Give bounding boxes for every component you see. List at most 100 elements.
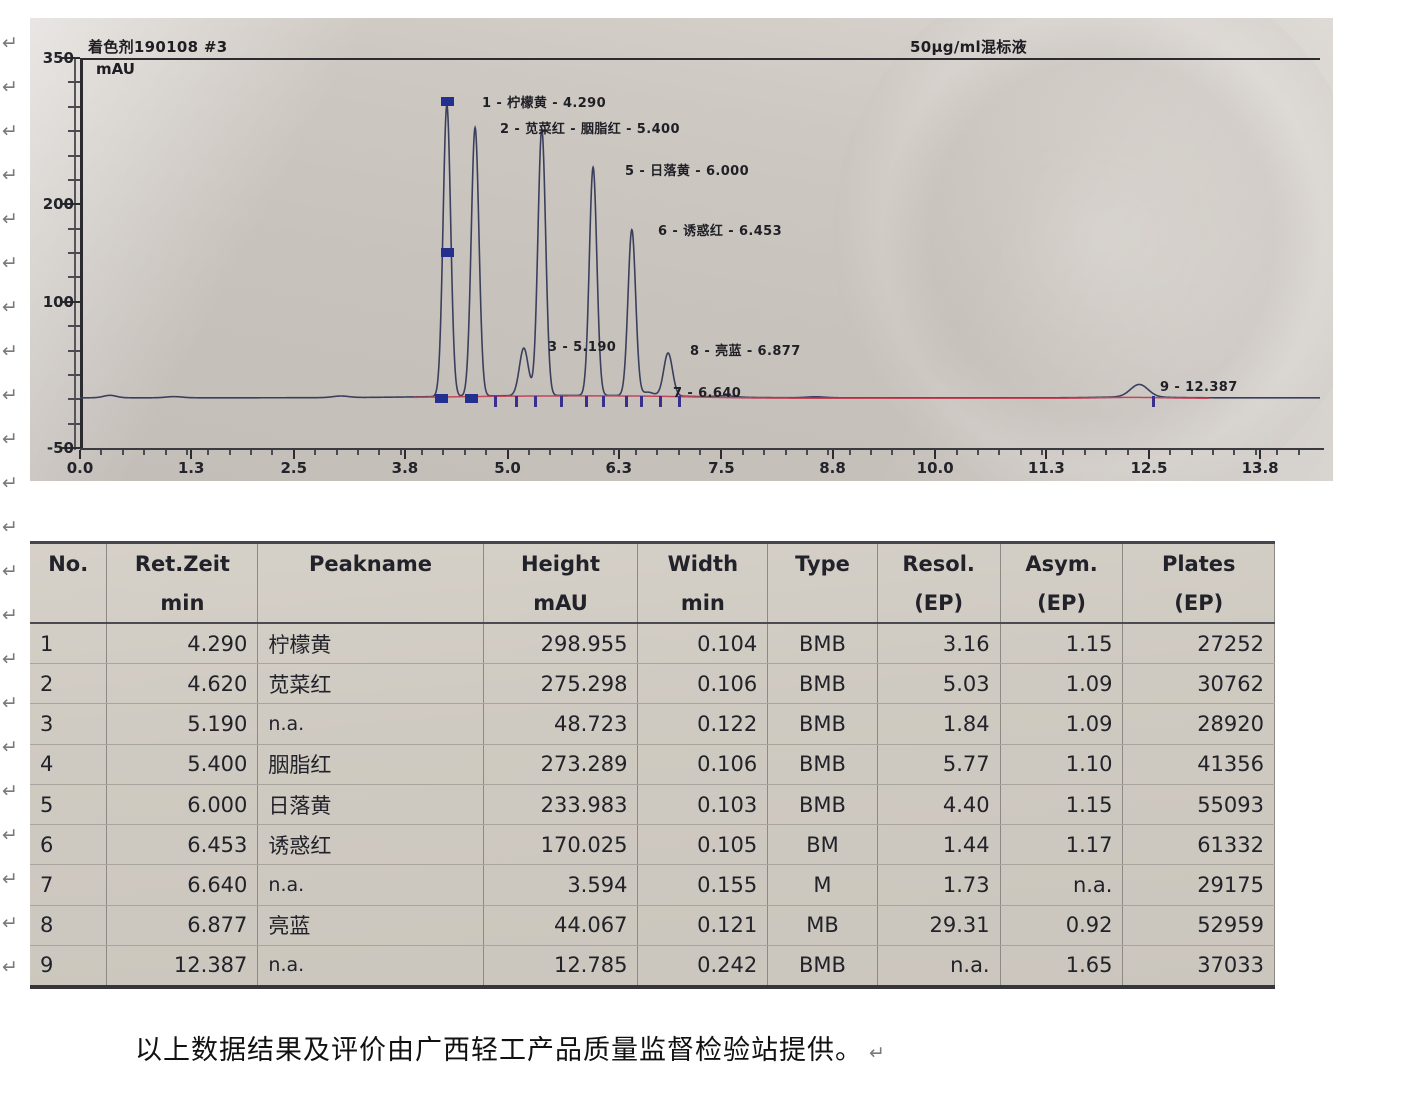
y-axis-tick [68, 81, 80, 84]
th-unit-asym: (EP) [1000, 584, 1124, 624]
x-axis-tick-label: 11.3 [1027, 459, 1065, 477]
table-row: 2 4.620 苋菜红 275.298 0.106 BMB 5.03 1.09 30762 [30, 663, 1275, 705]
cell-plates: 55093 [1122, 784, 1275, 826]
caption-return-mark: ↵ [869, 1042, 886, 1064]
cell-height: 12.785 [483, 945, 639, 985]
plot-frame [80, 58, 1320, 450]
x-axis-tick [314, 450, 317, 455]
return-mark: ↵ [2, 208, 18, 230]
chromatogram-trace [80, 104, 1320, 400]
th-unit-plates: (EP) [1122, 584, 1275, 624]
table-row: 1 4.290 柠檬黄 298.955 0.104 BMB 3.16 1.15 27252 [30, 623, 1275, 665]
x-axis-tick [656, 450, 659, 455]
x-axis-tick-label: 10.0 [916, 459, 954, 477]
cell-ret: 6.877 [106, 905, 259, 946]
chart-run-title: 着色剂190108 #3 [88, 38, 228, 56]
x-axis-tick-label: 7.5 [708, 459, 735, 477]
x-axis-tick-label: 13.8 [1241, 459, 1279, 477]
x-axis-tick [121, 450, 124, 455]
return-mark: ↵ [2, 32, 18, 54]
table-row: 3 5.190 n.a. 48.723 0.122 BMB 1.84 1.09 28920 [30, 703, 1275, 745]
x-axis-tick [1062, 450, 1065, 455]
integration-tick [1152, 396, 1156, 408]
chart-sample-label: 50µg/ml混标液 [910, 38, 1027, 56]
x-axis-tick [1126, 450, 1129, 455]
table-row: 6 6.453 诱惑红 170.025 0.105 BM 1.44 1.17 61332 [30, 824, 1275, 866]
peak-label: 7 - 6.640 [673, 386, 742, 401]
cell-plates: 41356 [1122, 744, 1275, 785]
cell-resol: 5.03 [877, 663, 1001, 705]
cell-type: BMB [767, 945, 878, 985]
peak-label: 5 - 日落黄 - 6.000 [625, 164, 750, 179]
cell-height: 3.594 [483, 864, 639, 906]
return-mark: ↵ [2, 780, 18, 802]
return-mark: ↵ [2, 252, 18, 274]
cell-name: 诱惑红 [257, 824, 484, 866]
x-axis-tick [912, 450, 915, 455]
cell-asym: n.a. [1000, 864, 1124, 906]
return-mark: ↵ [2, 868, 18, 890]
x-axis-tick-major [617, 450, 620, 459]
cell-height: 275.298 [483, 663, 639, 705]
x-axis-tick [228, 450, 231, 455]
cell-height: 170.025 [483, 824, 639, 866]
return-mark: ↵ [2, 120, 18, 142]
th-unit-resol: (EP) [877, 584, 1001, 624]
x-axis-tick [442, 450, 445, 455]
x-axis-tick [955, 450, 958, 455]
cell-plates: 30762 [1122, 663, 1275, 705]
cell-resol: 3.16 [877, 623, 1001, 665]
cell-name: n.a. [257, 703, 484, 745]
x-axis-tick-label: 0.0 [66, 459, 94, 477]
y-axis-tick [68, 398, 80, 401]
integration-marker [434, 394, 448, 404]
th-plates: Plates [1122, 544, 1275, 584]
x-axis-tick [891, 450, 894, 455]
cell-ret: 4.620 [106, 663, 259, 705]
y-axis-tick-label: 350 [42, 49, 74, 67]
return-mark: ↵ [2, 516, 18, 538]
x-axis-tick [677, 450, 680, 455]
cell-ret: 5.400 [106, 744, 259, 785]
x-axis-tick-label: 5.0 [494, 459, 521, 477]
table-row: 9 12.387 n.a. 12.785 0.242 BMB n.a. 1.65 37033 [30, 945, 1275, 985]
peak-label: 2 - 苋菜红 - 胭脂红 - 5.400 [500, 122, 680, 137]
th-width: Width [637, 544, 769, 584]
cell-type: M [767, 864, 878, 906]
cell-no: 7 [30, 864, 108, 906]
th-unit-name [257, 584, 484, 624]
cell-no: 9 [30, 945, 108, 985]
peak-label: 1 - 柠檬黄 - 4.290 [482, 96, 607, 111]
integration-tick [658, 396, 662, 408]
y-axis-unit-label: mAU [96, 60, 135, 78]
integration-tick [624, 396, 628, 408]
cell-ret: 6.640 [106, 864, 259, 906]
table-row: 4 5.400 胭脂红 273.289 0.106 BMB 5.77 1.10 41356 [30, 744, 1275, 785]
th-unit-ret: min [106, 584, 259, 624]
cell-height: 273.289 [483, 744, 639, 785]
integration-marker [440, 248, 454, 257]
cell-resol: 4.40 [877, 784, 1001, 826]
cell-type: BMB [767, 784, 878, 826]
return-mark: ↵ [2, 76, 18, 98]
x-axis-tick [1083, 450, 1086, 455]
cell-plates: 52959 [1122, 905, 1275, 946]
cell-resol: 1.73 [877, 864, 1001, 906]
caption-text: 以上数据结果及评价由广西轻工产品质量监督检验站提供。 [135, 1035, 863, 1066]
cell-asym: 0.92 [1000, 905, 1124, 946]
cell-type: MB [767, 905, 878, 946]
y-axis-tick [68, 178, 80, 181]
x-axis-tick [485, 450, 488, 455]
return-mark: ↵ [2, 692, 18, 714]
return-mark: ↵ [2, 736, 18, 758]
figure-caption: 以上数据结果及评价由广西轻工产品质量监督检验站提供。 ↵ [135, 1028, 886, 1067]
table-body: 1 4.290 柠檬黄 298.955 0.104 BMB 3.16 1.15 27252 2 4.… [30, 623, 1275, 985]
cell-height: 48.723 [483, 703, 639, 745]
th-unit-width: min [637, 584, 769, 624]
x-axis-tick [634, 450, 637, 455]
y-axis-tick-major [62, 57, 80, 59]
x-axis-tick [870, 450, 873, 455]
x-axis-tick-major [1147, 450, 1150, 459]
x-axis-tick [763, 450, 766, 455]
x-axis-tick [185, 450, 188, 455]
